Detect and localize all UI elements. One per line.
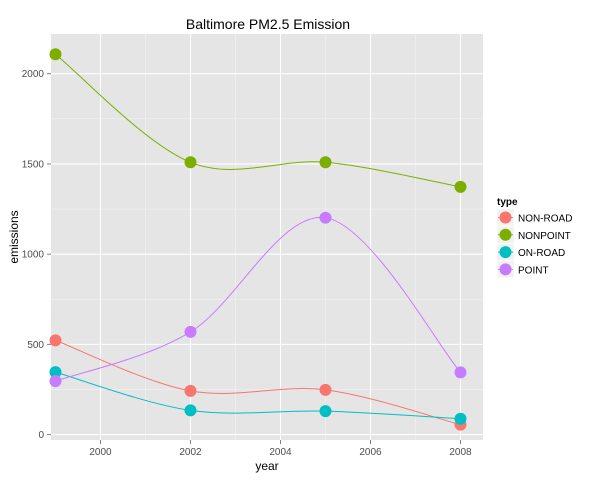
- y-axis-ticks: 0 500 1000 1500 2000: [22, 69, 51, 441]
- legend-label-on-road: ON-ROAD: [518, 248, 565, 259]
- legend-key-nonpoint: [499, 228, 512, 241]
- data-point-point: [49, 375, 62, 388]
- x-axis-title: year: [255, 459, 278, 473]
- data-point-on-road: [49, 366, 62, 379]
- legend-label-non-road: NON-ROAD: [518, 214, 572, 225]
- y-tick-label: 500: [27, 340, 44, 351]
- data-point-non-road: [49, 334, 62, 347]
- series-line-point: [55, 217, 461, 382]
- data-point-point: [319, 211, 332, 224]
- data-point-nonpoint: [319, 156, 332, 169]
- y-tick-label: 0: [38, 430, 44, 441]
- legend-key-non-road: [499, 211, 512, 224]
- legend-title: type: [497, 197, 518, 208]
- data-point-on-road: [184, 404, 197, 417]
- y-tick-label: 1500: [22, 159, 45, 170]
- series-points: [49, 48, 467, 431]
- data-point-on-road: [454, 412, 467, 425]
- legend-label-point: POINT: [518, 265, 549, 276]
- y-axis-title: emissions: [7, 210, 21, 263]
- series-line-on-road: [55, 371, 461, 420]
- x-tick-label: 2002: [179, 447, 202, 458]
- chart-title: Baltimore PM2.5 Emission: [186, 16, 350, 32]
- y-tick-label: 2000: [22, 69, 45, 80]
- legend-key-on-road: [499, 246, 512, 259]
- series-line-nonpoint: [55, 53, 461, 188]
- plot-panel: [51, 34, 483, 440]
- data-point-on-road: [319, 405, 332, 418]
- legend-key-point: [499, 263, 512, 276]
- data-point-point: [184, 325, 197, 338]
- x-axis-ticks: 2000 2002 2004 2006 2008: [89, 440, 472, 458]
- y-tick-label: 1000: [22, 250, 45, 261]
- series-lines: [55, 53, 461, 426]
- legend: type NON-ROAD NONPOINT ON-ROAD POINT: [496, 197, 572, 279]
- x-tick-label: 2000: [89, 447, 112, 458]
- data-point-non-road: [184, 384, 197, 397]
- data-point-nonpoint: [49, 48, 62, 61]
- x-tick-label: 2006: [359, 447, 382, 458]
- legend-label-nonpoint: NONPOINT: [518, 231, 571, 242]
- legend-items: NON-ROAD NONPOINT ON-ROAD POINT: [496, 208, 572, 279]
- data-point-nonpoint: [184, 156, 197, 169]
- series-line-non-road: [55, 339, 461, 426]
- x-tick-label: 2004: [269, 447, 292, 458]
- x-tick-label: 2008: [449, 447, 472, 458]
- data-point-nonpoint: [454, 180, 467, 193]
- data-point-point: [454, 366, 467, 379]
- data-point-non-road: [319, 383, 332, 396]
